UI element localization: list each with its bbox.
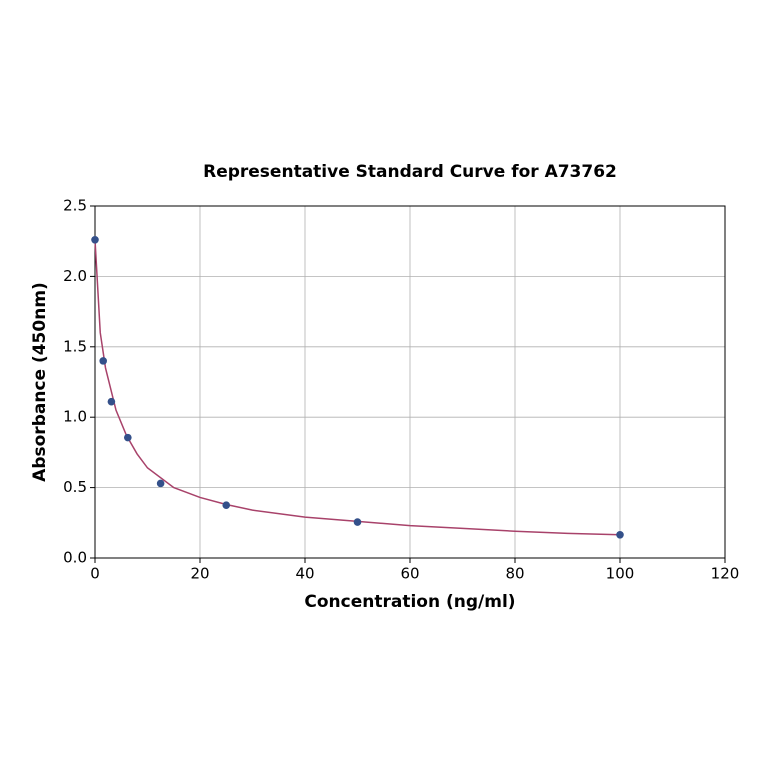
y-tick-label: 1.5 xyxy=(63,337,87,355)
data-point xyxy=(91,235,99,244)
chart-title: Representative Standard Curve for A73762 xyxy=(203,162,617,182)
x-tick-label: 120 xyxy=(711,565,740,583)
x-tick-label: 40 xyxy=(295,565,314,583)
plot-frame xyxy=(94,205,726,559)
x-tick-label: 20 xyxy=(190,565,209,583)
x-tick-label: 100 xyxy=(606,565,635,583)
y-tick-label: 2.0 xyxy=(63,267,87,285)
data-point xyxy=(107,397,116,406)
y-tick-label: 1.0 xyxy=(63,408,87,426)
y-tick-label: 2.5 xyxy=(63,197,87,215)
y-tick-label: 0.5 xyxy=(63,478,87,496)
y-tick-label: 0.0 xyxy=(63,549,87,567)
data-point xyxy=(99,357,108,365)
y-axis-label: Absorbance (450nm) xyxy=(30,282,50,482)
data-point xyxy=(353,518,362,526)
data-point xyxy=(156,479,165,488)
x-tick-label: 80 xyxy=(505,565,524,583)
data-point xyxy=(222,501,231,510)
x-axis-label: Concentration (ng/ml) xyxy=(304,592,515,612)
data-point xyxy=(616,530,624,539)
x-tick-label: 60 xyxy=(400,565,419,583)
data-point xyxy=(124,433,132,442)
x-tick-label: 0 xyxy=(90,565,100,583)
